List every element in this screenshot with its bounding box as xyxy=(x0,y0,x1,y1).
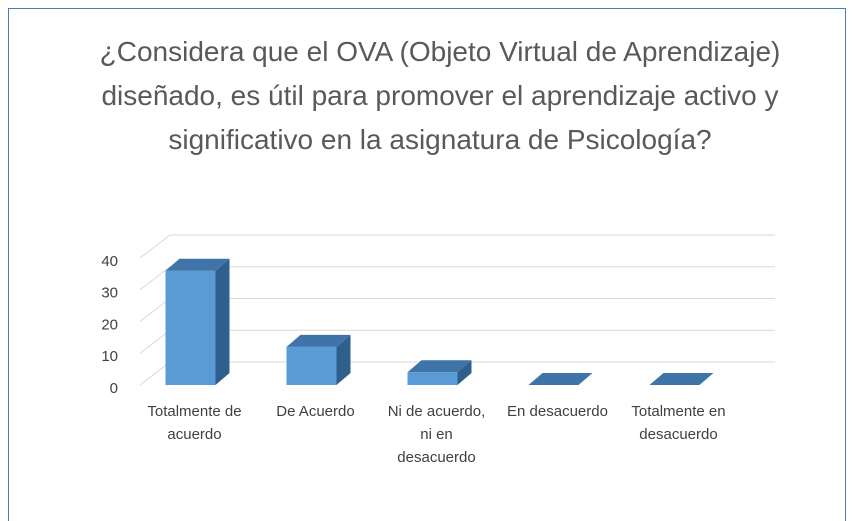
y-tick-label: 0 xyxy=(110,380,118,397)
x-tick-label: En desacuerdo xyxy=(507,403,608,420)
y-tick-label: 10 xyxy=(101,348,118,365)
x-tick-label: Totalmente de acuerdo xyxy=(147,403,242,443)
bar-side xyxy=(215,258,230,385)
x-tick-label: Totalmente en desacuerdo xyxy=(631,403,726,443)
grid-line-side xyxy=(139,266,171,291)
x-tick-label: Ni de acuerdo, ni en desacuerdo xyxy=(387,403,486,466)
bar xyxy=(286,346,337,385)
bar-top xyxy=(286,334,351,347)
bar-top xyxy=(528,373,593,385)
y-tick-label: 40 xyxy=(101,253,118,270)
y-tick-label: 30 xyxy=(101,285,118,302)
bar-top xyxy=(165,258,230,271)
bar xyxy=(407,372,458,385)
grid-line-side xyxy=(139,298,171,322)
chart-title: ¿Considera que el OVA (Objeto Virtual de… xyxy=(99,36,781,155)
y-tick-label: 20 xyxy=(101,316,118,333)
bar-side xyxy=(336,334,351,385)
x-tick-label: De Acuerdo xyxy=(276,403,355,420)
bar-top xyxy=(649,373,714,385)
bar xyxy=(165,270,216,385)
grid-line-side xyxy=(139,329,171,354)
bar-side xyxy=(457,360,472,385)
chart-frame xyxy=(8,8,846,521)
grid-line-side xyxy=(139,361,171,386)
grid-line-side xyxy=(139,234,171,259)
bar-top xyxy=(407,360,472,373)
